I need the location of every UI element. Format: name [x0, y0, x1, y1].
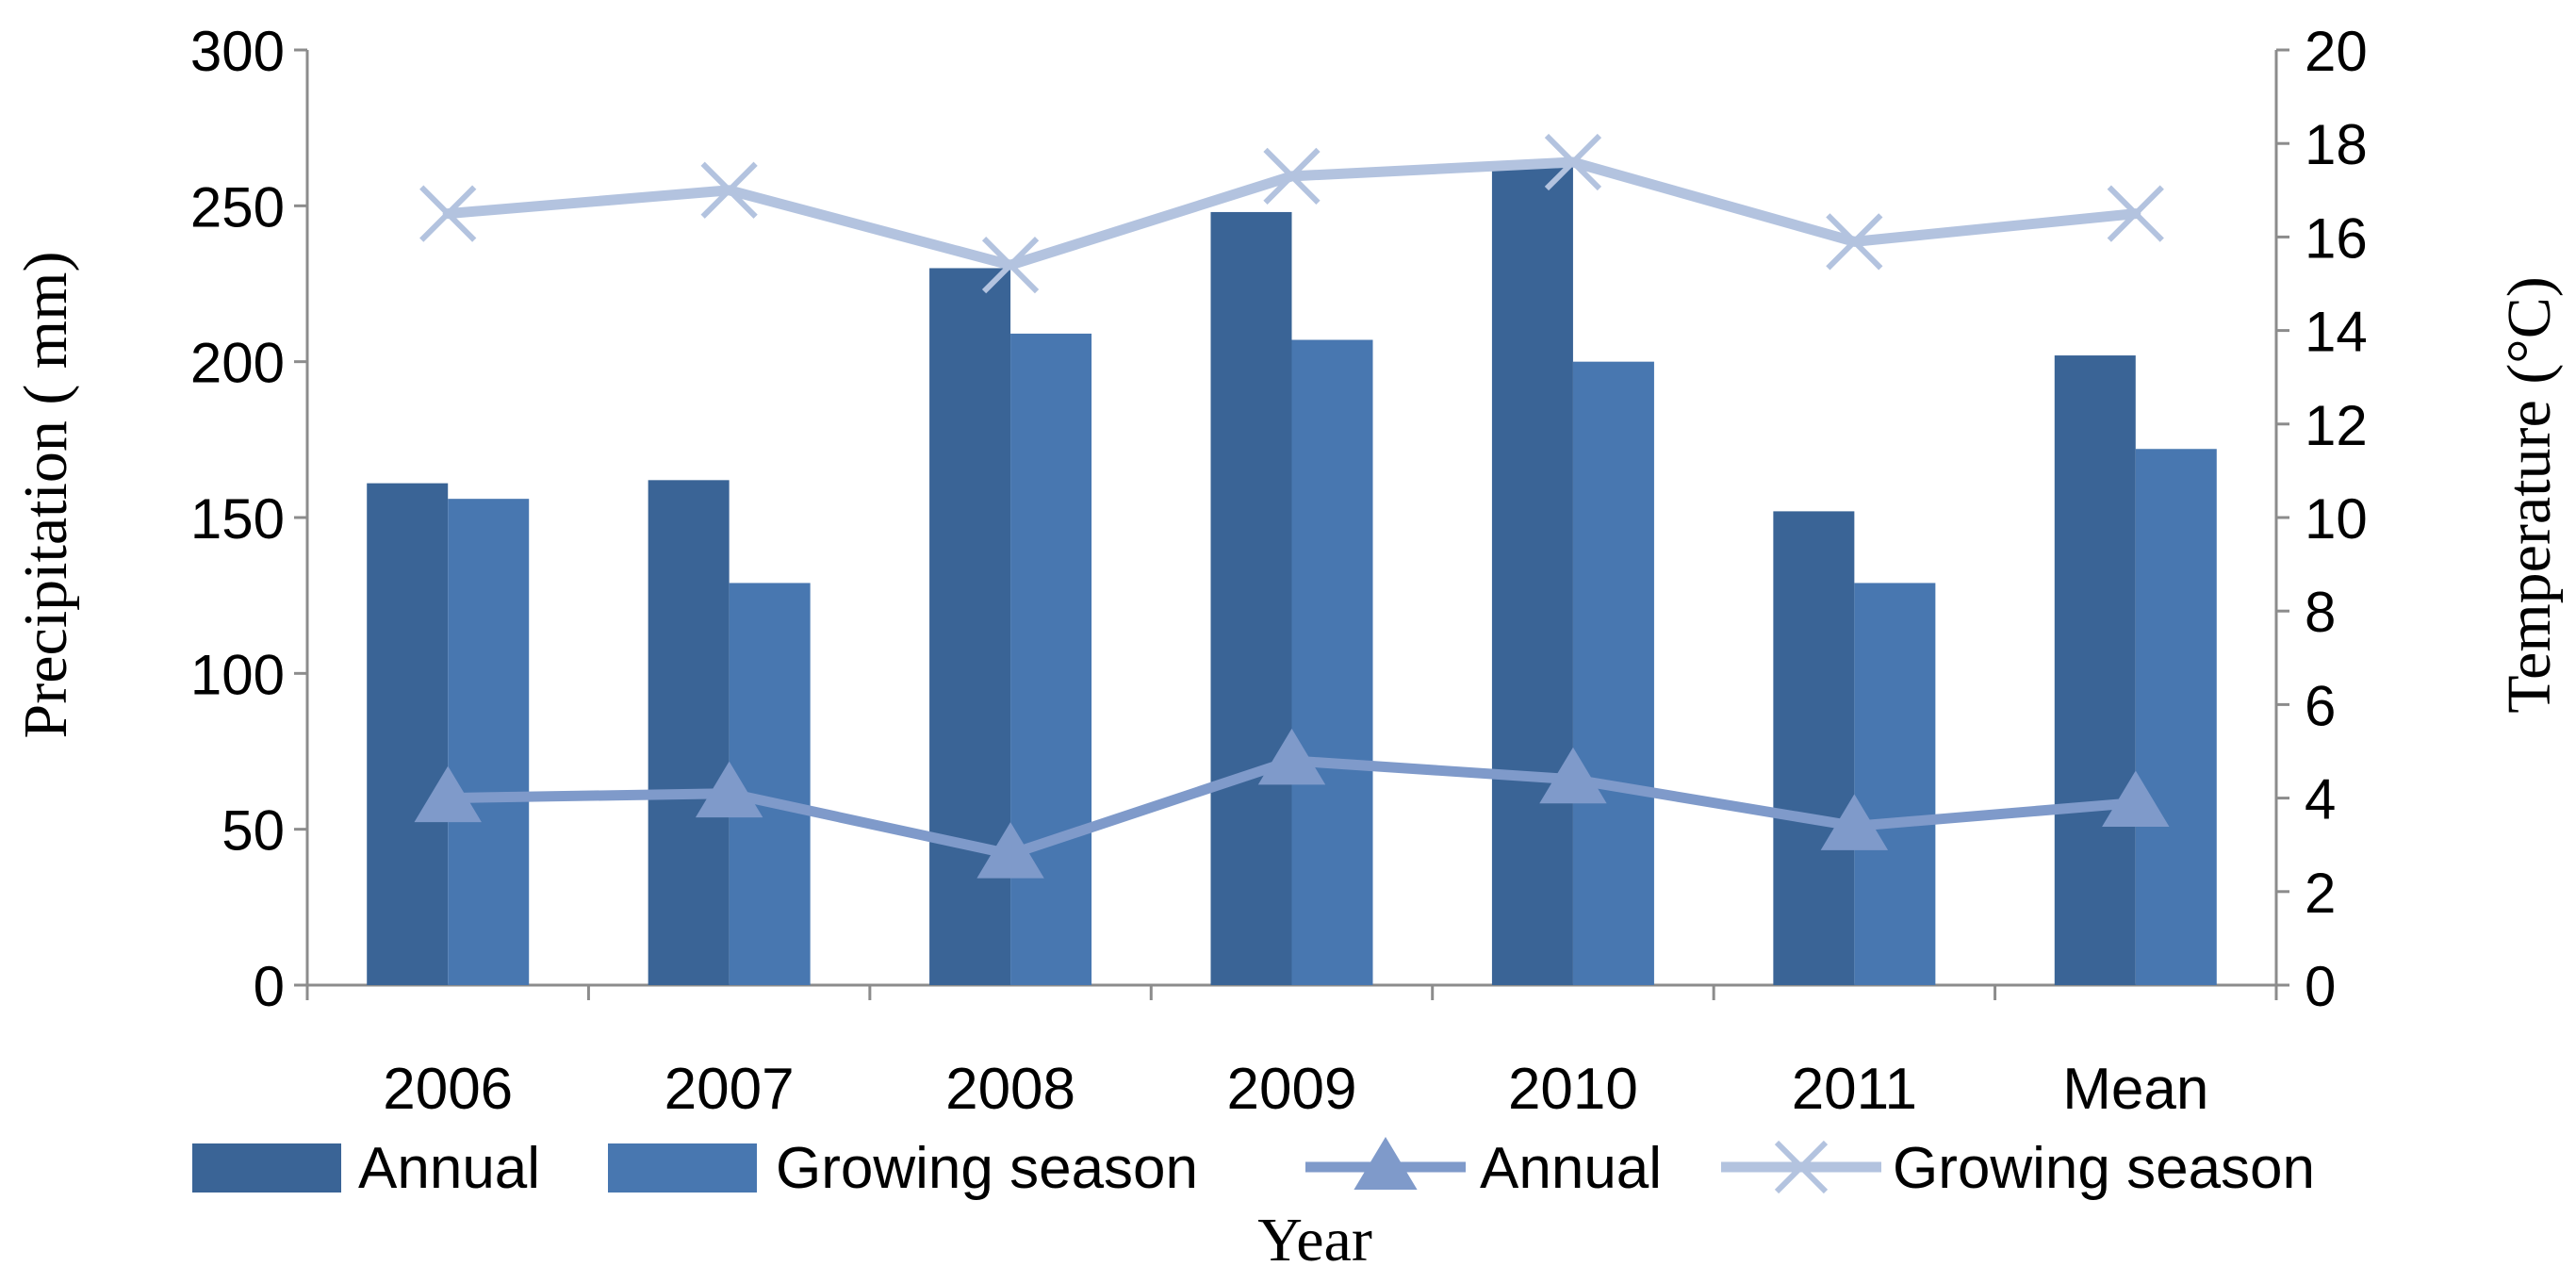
y-right-tick-label: 8 [2305, 581, 2336, 644]
y-right-tick-label: 0 [2305, 955, 2336, 1018]
point-growing-season-temperature [2107, 185, 2164, 242]
y-right-tick-label: 14 [2305, 301, 2368, 364]
x-marker-stroke [2107, 185, 2164, 242]
tick-labels: 0 50 100 150 200 250 300 0 2 4 6 8 10 12 14 16 18 20 2006 2… [190, 20, 2368, 1122]
point-growing-season-temperature [1544, 133, 1602, 191]
point-annual-temperature [1257, 728, 1326, 785]
y-right-tick-label: 6 [2305, 674, 2336, 737]
x-tick-label: 2010 [1508, 1057, 1638, 1122]
bar-growing-season [1010, 333, 1092, 985]
legend-marker-x [1774, 1140, 1829, 1194]
point-annual-temperature [976, 822, 1044, 879]
y-right-tick-label: 4 [2305, 768, 2336, 831]
legend-marker-triangle [1354, 1137, 1418, 1190]
bar-growing-season [2135, 449, 2217, 986]
y-left-tick-label: 0 [254, 955, 285, 1018]
x-marker-stroke [981, 237, 1040, 294]
x-marker-stroke [1544, 133, 1602, 191]
bar-annual [1491, 165, 1573, 985]
bar-annual [648, 480, 730, 985]
x-marker-stroke [700, 161, 758, 219]
point-growing-season-temperature [1826, 213, 1883, 271]
bar-growing-season [448, 499, 530, 985]
point-growing-season-temperature [700, 161, 758, 219]
point-growing-season-temperature [1263, 147, 1321, 206]
legend-label-bar-growing-season: Growing season [776, 1136, 1198, 1201]
y-left-tick-label: 200 [190, 332, 285, 395]
y-right-tick-label: 18 [2305, 113, 2368, 176]
point-annual-temperature [414, 765, 482, 823]
y-left-tick-label: 100 [190, 643, 285, 706]
x-marker-stroke [1263, 147, 1321, 206]
y-right-tick-label: 2 [2305, 862, 2336, 925]
point-annual-temperature [1539, 747, 1607, 804]
x-marker-stroke [419, 185, 477, 242]
y-left-tick-label: 50 [222, 799, 285, 863]
y-right-tick-label: 20 [2305, 20, 2368, 83]
x-tick-label: 2007 [665, 1057, 795, 1122]
y-left-tick-label: 150 [190, 487, 285, 551]
legend-label-line-annual: Annual [1480, 1136, 1662, 1201]
bar-annual [1210, 211, 1292, 986]
point-growing-season-temperature [419, 185, 477, 242]
x-axis-title: Year [1257, 1206, 1372, 1275]
lines [414, 133, 2170, 879]
x-marker-stroke [1826, 213, 1883, 271]
legend-swatch-bar-annual [192, 1143, 341, 1193]
y-axis-right-title: Temperature (°C) [2495, 276, 2564, 713]
bar-growing-season [1572, 361, 1654, 986]
x-tick-label: 2006 [383, 1057, 513, 1122]
y-left-tick-label: 300 [190, 20, 285, 83]
point-annual-temperature [695, 761, 763, 818]
y-right-tick-label: 16 [2305, 206, 2368, 270]
legend-label-bar-annual: Annual [358, 1136, 540, 1201]
y-left-tick-label: 250 [190, 175, 285, 239]
y-right-tick-label: 12 [2305, 394, 2368, 457]
bar-growing-season [1854, 583, 1936, 985]
legend: Annual Growing season Annual Growing season [192, 1136, 2315, 1201]
bars [367, 165, 2217, 986]
bar-growing-season [1291, 339, 1373, 985]
legend-label-line-growing-season: Growing season [1893, 1136, 2315, 1201]
x-tick-label: 2011 [1792, 1057, 1917, 1122]
bar-annual [1773, 511, 1855, 985]
legend-swatch-bar-growing-season [608, 1143, 757, 1193]
point-growing-season-temperature [981, 237, 1040, 294]
bar-annual [2054, 355, 2136, 985]
bar-annual [367, 483, 449, 985]
y-axis-left-title: Precipitation ( mm) [11, 252, 80, 739]
x-tick-label: Mean [2062, 1057, 2208, 1122]
point-annual-temperature [2102, 770, 2170, 828]
x-tick-label: 2009 [1227, 1057, 1357, 1122]
x-tick-label: 2008 [945, 1057, 1075, 1122]
y-right-tick-label: 10 [2305, 487, 2368, 551]
point-annual-temperature [1820, 794, 1889, 850]
